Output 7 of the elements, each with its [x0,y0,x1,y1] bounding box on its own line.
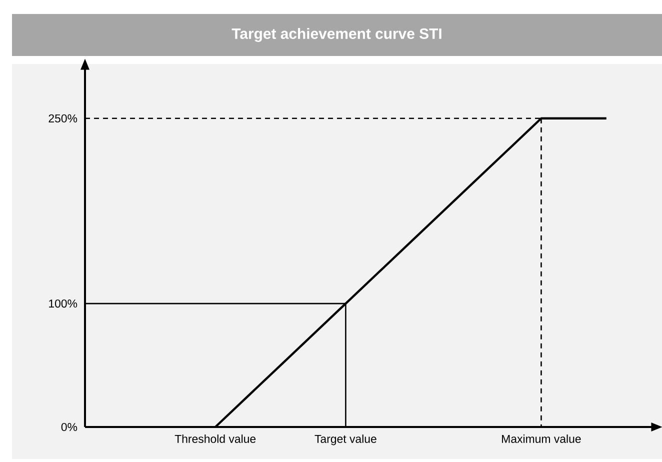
y-tick-label: 100% [49,299,78,308]
x-tick-label: Maximum value [502,434,581,443]
x-tick-label: Target value [314,434,376,446]
chart-title: Target achievement curve STI [232,28,442,42]
x-tick-label: Threshold value [174,434,256,443]
y-tick-label: 250% [48,114,78,122]
y-tick-label: 0% [61,422,78,432]
